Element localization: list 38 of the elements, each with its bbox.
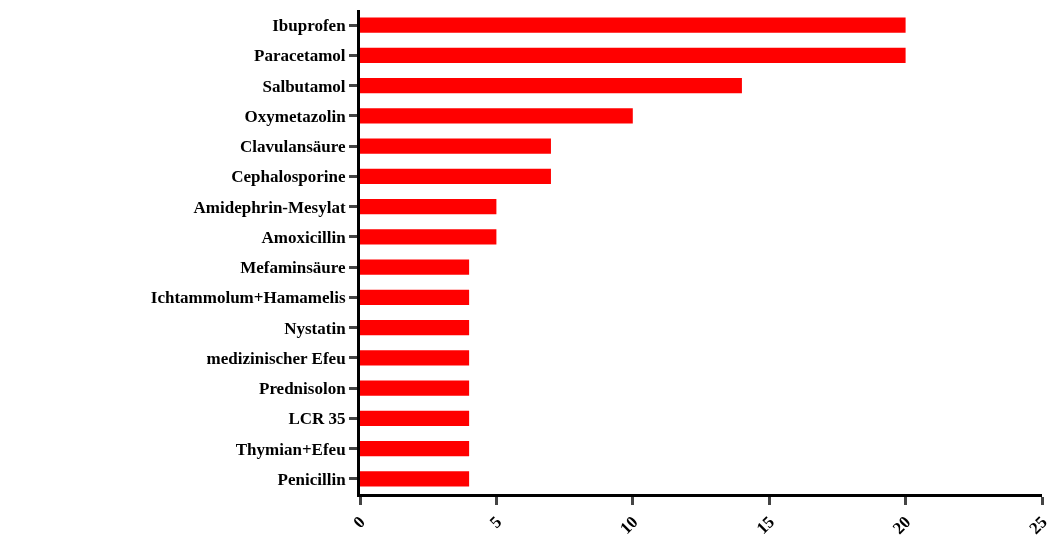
- bar: [360, 289, 470, 305]
- y-tick-label: Cephalosporine: [231, 167, 347, 187]
- y-tick-label: Clavulansäure: [240, 137, 347, 157]
- x-tick-label: 15: [752, 512, 779, 538]
- bar: [360, 441, 470, 457]
- bar: [360, 78, 742, 94]
- bar: [360, 47, 906, 63]
- y-tick-label: Oxymetazolin: [244, 106, 347, 126]
- y-tick-label: Ichtammolum+Hamamelis: [150, 288, 346, 308]
- y-tick-label: Amidephrin-Mesylat: [193, 197, 346, 217]
- bar: [360, 17, 906, 33]
- bar: [360, 471, 470, 487]
- bar: [360, 259, 470, 275]
- y-tick-label: Thymian+Efeu: [235, 439, 346, 459]
- y-tick-label: Mefaminsäure: [240, 258, 347, 278]
- y-tick-label: Nystatin: [284, 318, 347, 338]
- x-tick-label: 0: [349, 512, 369, 532]
- x-tick-label: 5: [485, 512, 506, 532]
- bar: [360, 168, 551, 184]
- y-tick-label: Paracetamol: [254, 46, 346, 66]
- x-tick-label: 10: [616, 512, 642, 538]
- y-tick-label: Salbutamol: [262, 76, 346, 96]
- y-tick-label: Amoxicillin: [261, 227, 347, 247]
- bar: [360, 320, 470, 336]
- y-tick-label: LCR 35: [288, 409, 346, 429]
- y-tick-label: Penicillin: [277, 469, 347, 489]
- bar: [360, 199, 497, 215]
- y-tick-label: medizinischer Efeu: [206, 348, 346, 368]
- bar: [360, 410, 470, 426]
- bar: [360, 350, 470, 366]
- y-tick-label: Prednisolon: [259, 379, 347, 399]
- bar: [360, 108, 633, 124]
- y-tick-label: Ibuprofen: [272, 16, 347, 36]
- x-tick-label: 20: [888, 512, 915, 538]
- bar: [360, 380, 470, 396]
- x-tick-label: 25: [1025, 512, 1051, 538]
- bar: [360, 229, 497, 245]
- bar: [360, 138, 551, 154]
